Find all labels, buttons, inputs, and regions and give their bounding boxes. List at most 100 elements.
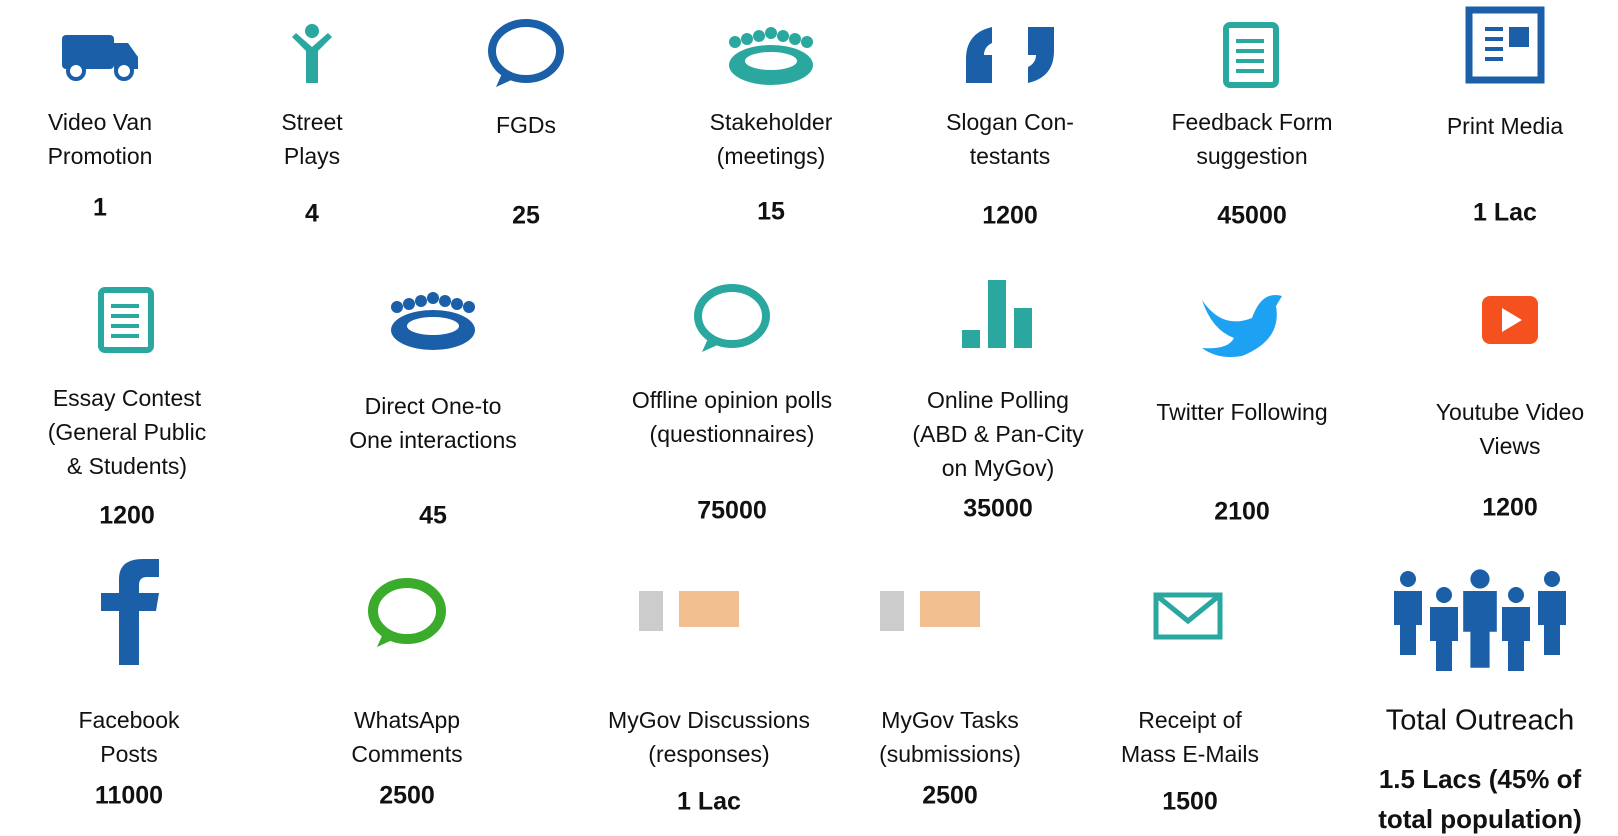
icon-shape (1236, 59, 1264, 63)
icon-shape (66, 61, 86, 81)
icon (1223, 22, 1279, 88)
icon-shape (1485, 57, 1503, 61)
icon-shape (1202, 294, 1282, 357)
icon (62, 35, 138, 81)
item-label: & Students) (67, 453, 187, 479)
item-label: Slogan Con- (946, 109, 1074, 135)
icon (1482, 296, 1538, 344)
item-label: MyGov Discussions (608, 707, 810, 733)
item-label: Mass E-Mails (1121, 741, 1259, 767)
icon-shape (1465, 6, 1545, 84)
icon-shape (1223, 22, 1279, 88)
icon-shape (407, 317, 459, 335)
icon (1394, 569, 1566, 671)
icon (639, 591, 739, 631)
icon-shape (1463, 591, 1497, 668)
item-label: testants (970, 143, 1051, 169)
item-value: 1200 (1482, 494, 1538, 522)
item-label: Stakeholder (710, 109, 833, 135)
item-value: 11000 (95, 782, 163, 810)
icon-shape (1470, 569, 1490, 589)
total-label: Total Outreach (1386, 705, 1575, 737)
icon-shape (1508, 587, 1524, 603)
icon-shape (488, 19, 564, 83)
icon-shape (753, 30, 765, 42)
item-value: 75000 (697, 497, 767, 525)
icon-shape (741, 33, 753, 45)
item-label: WhatsApp (354, 707, 460, 733)
icon (488, 19, 564, 87)
icon (1202, 294, 1282, 357)
icon-shape (451, 298, 463, 310)
item-value: 1500 (1162, 788, 1218, 816)
icon-shape (801, 36, 813, 48)
item-label: Feedback Form (1171, 109, 1332, 135)
icon-shape (1028, 27, 1054, 83)
icon-shape (777, 30, 789, 42)
icon-shape (1538, 591, 1566, 655)
icon-shape (415, 295, 427, 307)
item-label: Views (1480, 433, 1541, 459)
icon-shape (745, 52, 797, 70)
item-value: 45 (419, 502, 447, 530)
icon-shape (1544, 571, 1560, 587)
icon-shape (1485, 27, 1503, 31)
item-label: (responses) (648, 741, 769, 767)
icon-shape (966, 27, 992, 83)
icon-shape (1436, 587, 1452, 603)
icon-shape (98, 287, 154, 353)
icon-shape (1014, 308, 1032, 348)
icon-shape (988, 280, 1006, 348)
item-value: 25 (512, 202, 540, 230)
icon-shape (463, 301, 475, 313)
item-value: 1 Lac (1473, 199, 1537, 227)
icon-shape (368, 578, 446, 644)
item-value: 1200 (982, 202, 1038, 230)
item-value: 15 (757, 198, 785, 226)
item-label: Receipt of (1138, 707, 1242, 733)
icon-shape (1430, 607, 1458, 671)
icon-shape (391, 301, 403, 313)
icon-shape (1236, 69, 1264, 73)
item-label: One interactions (349, 427, 516, 453)
icon-shape (694, 284, 770, 348)
icon-shape (702, 334, 724, 352)
icon (962, 280, 1032, 348)
item-label: Offline opinion polls (632, 387, 832, 413)
total-value: 1.5 Lacs (45% of (1379, 764, 1582, 794)
icon (966, 27, 1054, 83)
icon (1465, 6, 1545, 84)
item-value: 1 Lac (677, 788, 741, 816)
item-value: 4 (305, 200, 319, 228)
icon-shape (1509, 27, 1529, 47)
item-label: Direct One-to (365, 393, 502, 419)
icon-shape (1502, 607, 1530, 671)
icon (694, 284, 770, 352)
item-label: (questionnaires) (650, 421, 815, 447)
icon-shape (111, 304, 139, 308)
item-value: 1 (93, 194, 107, 222)
icon-shape (789, 33, 801, 45)
icon-shape (1485, 47, 1503, 51)
icon-shape (880, 591, 904, 631)
item-label: (submissions) (879, 741, 1021, 767)
icon (101, 559, 159, 665)
icon-shape (403, 298, 415, 310)
icon-shape (765, 27, 777, 39)
icon-shape (1394, 591, 1422, 655)
icon-shape (729, 36, 741, 48)
item-label: MyGov Tasks (881, 707, 1019, 733)
item-label: Facebook (78, 707, 180, 733)
item-value: 1200 (99, 502, 155, 530)
item-label: Comments (351, 741, 462, 767)
item-value: 45000 (1217, 202, 1287, 230)
icon-shape (1236, 39, 1264, 43)
item-label: Youtube Video (1436, 399, 1584, 425)
icon (368, 578, 446, 647)
icon-shape (111, 334, 139, 338)
item-label: Plays (284, 143, 340, 169)
total-value: total population) (1378, 804, 1582, 834)
icon (1153, 592, 1223, 640)
icon-shape (1236, 49, 1264, 53)
